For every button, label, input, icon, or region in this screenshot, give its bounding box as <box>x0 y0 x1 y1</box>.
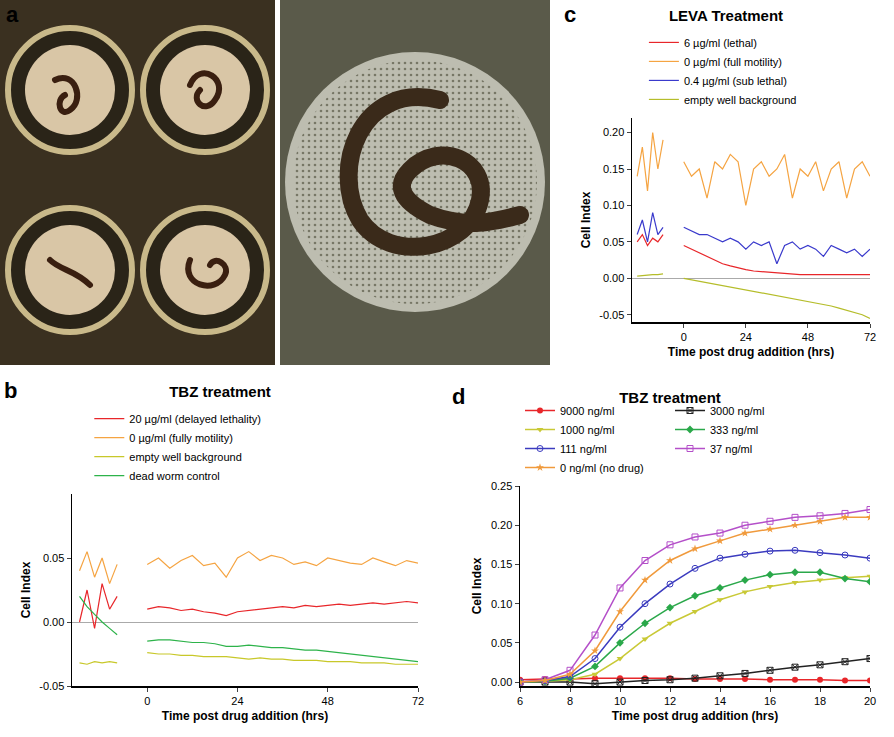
svg-text:37 ng/ml: 37 ng/ml <box>710 443 752 455</box>
svg-text:0.00: 0.00 <box>491 676 512 688</box>
svg-text:111 ng/ml: 111 ng/ml <box>560 443 607 455</box>
svg-text:14: 14 <box>714 695 726 707</box>
svg-text:dead worm control: dead worm control <box>129 470 220 482</box>
svg-text:72: 72 <box>864 331 876 343</box>
svg-text:0 µg/ml (full motility): 0 µg/ml (full motility) <box>684 56 782 68</box>
svg-text:0.10: 0.10 <box>603 199 624 211</box>
svg-text:0 ng/ml (no drug): 0 ng/ml (no drug) <box>560 462 644 474</box>
svg-text:Time post drug addition (hrs): Time post drug addition (hrs) <box>612 709 778 723</box>
svg-text:72: 72 <box>412 695 424 707</box>
svg-text:9000 ng/ml: 9000 ng/ml <box>560 405 614 417</box>
svg-text:18: 18 <box>814 695 826 707</box>
svg-text:Cell Index: Cell Index <box>470 557 484 614</box>
svg-text:20 µg/ml (delayed lethality): 20 µg/ml (delayed lethality) <box>129 413 261 425</box>
svg-text:Time post drug addition (hrs): Time post drug addition (hrs) <box>162 709 328 723</box>
svg-text:333 ng/ml: 333 ng/ml <box>710 424 758 436</box>
svg-text:0.20: 0.20 <box>491 519 512 531</box>
svg-text:Cell Index: Cell Index <box>19 561 33 618</box>
svg-text:16: 16 <box>764 695 776 707</box>
svg-text:8: 8 <box>567 695 573 707</box>
svg-text:empty well background: empty well background <box>684 94 797 106</box>
svg-text:0 µg/ml (fully motility): 0 µg/ml (fully motility) <box>129 432 233 444</box>
svg-text:LEVA Treatment: LEVA Treatment <box>669 7 783 24</box>
svg-text:0.20: 0.20 <box>603 126 624 138</box>
svg-text:0.05: 0.05 <box>43 552 64 564</box>
svg-text:6: 6 <box>517 695 523 707</box>
svg-text:0.00: 0.00 <box>43 616 64 628</box>
svg-text:Time post drug addition (hrs): Time post drug addition (hrs) <box>668 345 834 359</box>
svg-text:Cell Index: Cell Index <box>579 191 593 248</box>
svg-text:TBZ treatment: TBZ treatment <box>619 389 721 406</box>
svg-text:empty well background: empty well background <box>129 451 242 463</box>
svg-text:1000 ng/ml: 1000 ng/ml <box>560 424 614 436</box>
html-text:d: d <box>452 384 466 409</box>
svg-text:0: 0 <box>681 331 687 343</box>
svg-text:-0.05: -0.05 <box>599 309 624 321</box>
html-text:b: b <box>4 378 18 403</box>
svg-text:-0.05: -0.05 <box>39 680 64 692</box>
svg-text:48: 48 <box>322 695 334 707</box>
svg-text:0.4 µg/ml (sub lethal): 0.4 µg/ml (sub lethal) <box>684 75 787 87</box>
svg-text:48: 48 <box>802 331 814 343</box>
svg-text:0.25: 0.25 <box>491 480 512 492</box>
svg-text:0: 0 <box>144 695 150 707</box>
svg-text:24: 24 <box>231 695 243 707</box>
svg-text:0.05: 0.05 <box>491 637 512 649</box>
svg-text:0.15: 0.15 <box>491 558 512 570</box>
svg-text:0.10: 0.10 <box>491 598 512 610</box>
svg-text:20: 20 <box>864 695 876 707</box>
html-text:c: c <box>564 2 577 27</box>
svg-text:3000 ng/ml: 3000 ng/ml <box>710 405 764 417</box>
html-text:a: a <box>6 2 19 27</box>
svg-text:10: 10 <box>614 695 626 707</box>
svg-text:24: 24 <box>740 331 752 343</box>
svg-text:12: 12 <box>664 695 676 707</box>
svg-text:0.15: 0.15 <box>603 163 624 175</box>
svg-text:0.00: 0.00 <box>603 272 624 284</box>
svg-text:0.05: 0.05 <box>603 236 624 248</box>
svg-text:6 µg/ml (lethal): 6 µg/ml (lethal) <box>684 37 757 49</box>
svg-text:TBZ treatment: TBZ treatment <box>169 383 271 400</box>
